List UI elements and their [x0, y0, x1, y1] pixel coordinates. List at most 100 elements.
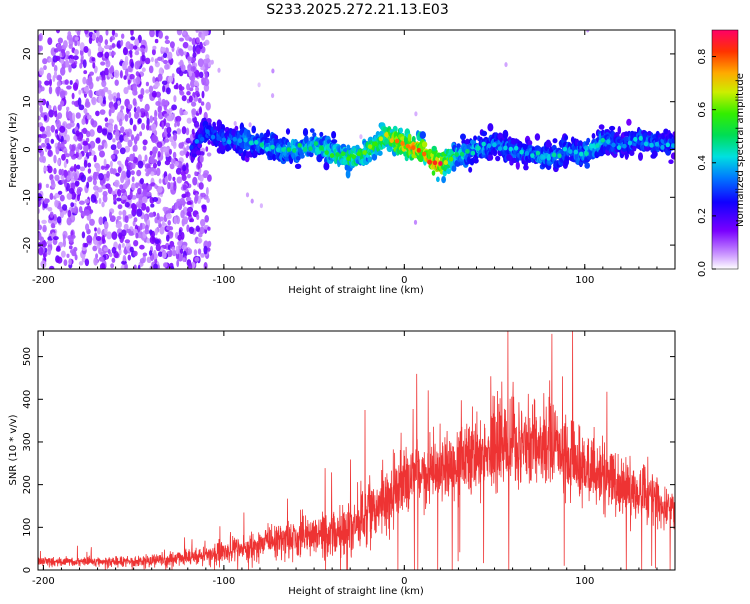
spectrogram-speckle	[119, 147, 126, 155]
spectrogram-speckle	[194, 192, 199, 202]
spectrogram-speckle	[83, 159, 88, 168]
spectrogram-speckle	[137, 118, 142, 124]
spectrogram-speckle	[101, 80, 107, 88]
spectrogram-speckle	[174, 122, 177, 128]
spectrogram-speckle	[124, 215, 129, 224]
spectrogram-speckle	[132, 98, 137, 106]
colorbar-label: Normalized spectral amplitude	[735, 73, 746, 227]
spectrogram-speckle	[137, 264, 141, 269]
spectrogram-speckle	[57, 141, 61, 150]
spectrogram-speckle	[47, 37, 53, 45]
spectrogram-ridge-peak	[573, 149, 578, 155]
spectrogram-ridge-cell	[238, 148, 244, 154]
spectrogram-ridge-peak	[633, 136, 638, 142]
spectrogram-speckle	[120, 264, 126, 269]
spectrogram-ridge-cell	[481, 130, 488, 137]
spectrogram-speckle	[158, 178, 162, 184]
spectrogram-speckle	[157, 73, 163, 82]
colorbar-tick-label: 0.8	[697, 49, 708, 65]
spectrogram-speckle	[38, 137, 42, 143]
spectrogram-speckle	[48, 265, 55, 269]
spectrogram-speckle	[204, 71, 208, 80]
spectrogram-speckle	[127, 254, 131, 261]
spectrogram-speckle	[119, 70, 123, 79]
spectrogram-speckle	[122, 255, 127, 262]
spectrogram-speckle	[144, 103, 150, 112]
spectrogram-speckle	[68, 58, 73, 64]
spectrogram-speckle	[117, 166, 122, 174]
spectrogram-speckle	[74, 36, 79, 41]
spectrogram-speckle	[124, 159, 129, 167]
spectrogram-speckle	[167, 132, 172, 138]
spectrogram-speckle	[99, 109, 106, 115]
spectrogram-speckle	[109, 37, 113, 43]
spectrogram-ridge-cell	[399, 127, 403, 134]
spectrogram-speckle	[89, 140, 96, 149]
spectrogram-speckle	[148, 212, 155, 218]
spectrogram-speckle	[144, 163, 151, 169]
spectrogram-speckle	[171, 249, 177, 257]
spectrogram-speckle	[90, 194, 97, 203]
spectrogram-speckle	[84, 30, 89, 35]
spectrogram-speckle	[136, 60, 142, 67]
spectrogram-speckle	[185, 151, 190, 157]
spectrogram-speckle	[150, 171, 155, 176]
spectrogram-speckle	[135, 232, 139, 239]
spectrogram-ridge-peak	[281, 147, 286, 153]
spectrogram-speckle	[179, 198, 185, 205]
spectrogram-speckle	[89, 129, 95, 137]
spectrogram-speckle	[74, 180, 80, 187]
spectrogram-speckle	[141, 67, 146, 72]
spectrogram-speckle	[206, 197, 210, 203]
spectrogram-speckle	[103, 221, 109, 230]
spectrogram-speckle	[160, 55, 164, 63]
spectrogram-speckle	[186, 224, 190, 233]
spectrogram-speckle	[114, 179, 120, 188]
spectrogram-ridge-peak	[243, 137, 248, 143]
spectrogram-speckle	[156, 186, 163, 193]
spectrogram-ridge-peak	[454, 152, 459, 157]
spectrogram-speckle	[92, 32, 96, 40]
spectrogram-speckle	[188, 226, 195, 234]
spectrogram-ridge-peak	[530, 153, 535, 159]
spectrogram-speckle	[120, 126, 125, 134]
spectrogram-speckle	[195, 86, 200, 92]
spectrogram-ridge-peak	[481, 141, 486, 147]
spectrogram-speckle	[187, 174, 191, 179]
spectrogram-speckle	[89, 71, 94, 76]
spectrogram-speckle	[133, 250, 138, 257]
spectrogram-speckle	[139, 222, 143, 231]
spectrogram-speckle	[38, 246, 44, 256]
spectrogram-ridge-peak	[254, 140, 259, 145]
spectrogram-speckle	[104, 44, 110, 50]
spectrogram-speckle	[73, 163, 77, 172]
spectrogram-speckle	[185, 196, 192, 202]
spectrogram-speckle	[149, 150, 153, 156]
spectrogram-speckle	[196, 47, 201, 55]
spectrogram-speckle	[82, 76, 87, 85]
spectrogram-speckle	[130, 61, 134, 69]
spectrogram-speckle	[108, 93, 114, 101]
spectrogram-speckle	[93, 257, 98, 266]
spectrogram-speckle	[101, 201, 105, 208]
spectrogram-speckle	[182, 41, 189, 49]
spectrogram-ridge-peak	[497, 146, 503, 152]
spectrogram-speckle	[199, 226, 205, 235]
spectrogram-speckle	[39, 105, 43, 114]
snr-y-tick-label: 400	[22, 390, 33, 409]
spectrogram-speckle	[148, 65, 154, 74]
spectrogram-speckle	[47, 246, 52, 256]
spectrogram-speckle	[96, 244, 101, 249]
spectrogram-speckle	[99, 150, 105, 158]
spectrogram-x-tick-label: 100	[575, 275, 594, 286]
spectrogram-speckle	[162, 220, 165, 227]
spectrogram-speckle	[257, 82, 261, 88]
spectrogram-ridge-peak	[286, 147, 291, 153]
spectrogram-speckle	[62, 238, 66, 248]
spectrogram-speckle	[160, 47, 167, 52]
spectrogram-speckle	[73, 49, 79, 56]
spectrogram-ridge-cell	[392, 125, 398, 133]
spectrogram-speckle	[183, 147, 187, 155]
spectrogram-speckle	[166, 115, 173, 122]
spectrogram-speckle	[151, 134, 157, 143]
